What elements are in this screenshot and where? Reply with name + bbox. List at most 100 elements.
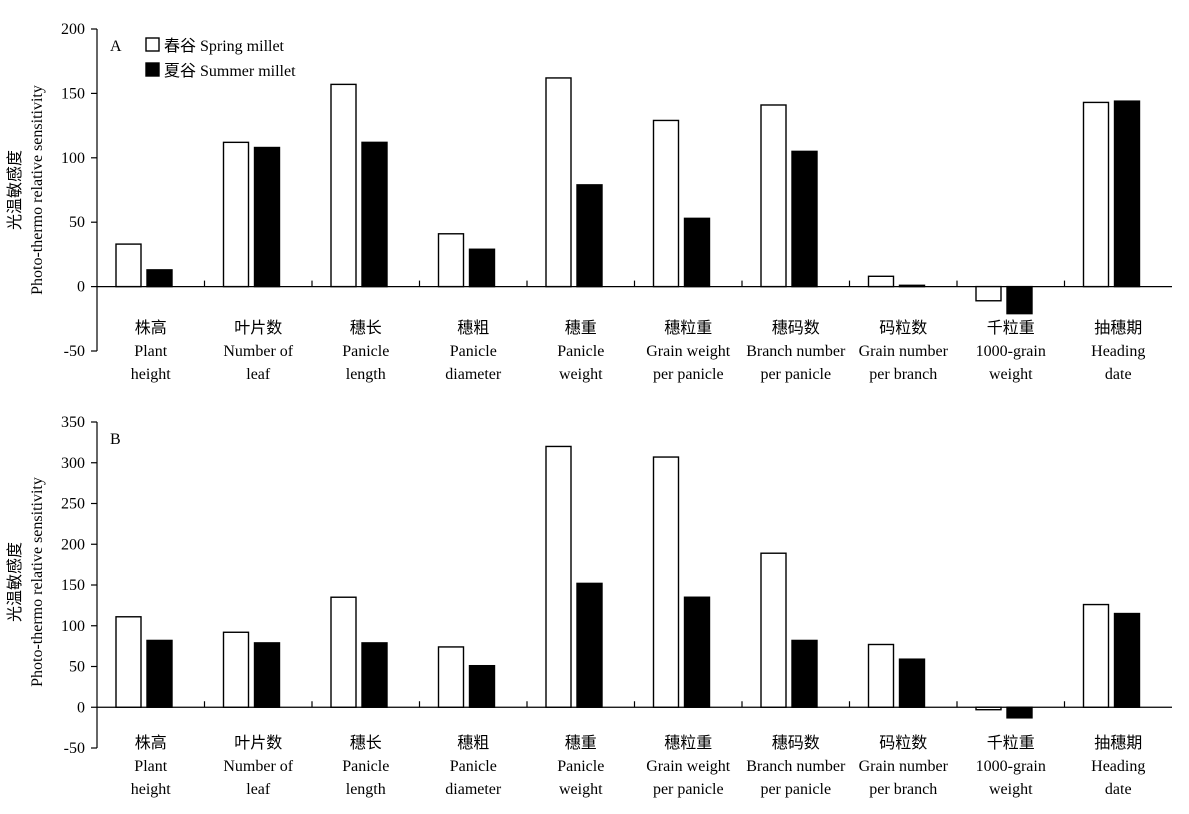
category-label-en: per branch (869, 366, 937, 383)
category-label-en: leaf (246, 781, 271, 798)
category-label-en: per panicle (760, 781, 831, 798)
category-label-zh: 穗码数 (772, 319, 820, 337)
bar-spring-millet (115, 243, 142, 288)
category-label-zh: 穗长 (350, 734, 382, 752)
bar-spring-millet (975, 285, 1002, 302)
category-label-en: diameter (445, 366, 502, 383)
y-tick-label: 0 (77, 279, 85, 296)
category-label-en: Panicle (557, 758, 604, 775)
bar-summer-millet (1006, 706, 1033, 719)
bar-summer-millet (576, 184, 603, 288)
bar-summer-millet (1113, 612, 1141, 708)
category-label-zh: 穗粒重 (664, 734, 712, 752)
category-label-zh: 株高 (135, 734, 167, 752)
category-label-zh: 码粒数 (879, 319, 927, 337)
category-label-zh: 穗长 (350, 319, 382, 337)
legend-label: 春谷 Spring millet (164, 37, 285, 55)
bar-spring-millet (437, 233, 465, 288)
category-label-en: weight (559, 781, 603, 798)
bar-summer-millet (791, 639, 818, 708)
legend-swatch (145, 37, 160, 52)
category-label-en: Plant (134, 343, 167, 360)
legend: 春谷 Spring millet 夏谷 Summer millet (145, 37, 296, 80)
y-tick-label: -50 (64, 343, 85, 360)
bar-spring-millet (867, 643, 895, 708)
category-label-zh: 穗重 (565, 319, 597, 337)
y-tick-label: -50 (64, 740, 85, 757)
category-label-en: Grain weight (646, 343, 731, 360)
y-tick-label: 200 (61, 536, 85, 553)
y-axis-label-en: Photo-thermo relative sensitivity (29, 477, 46, 687)
category-label-en: length (346, 781, 386, 798)
y-tick-label: 0 (77, 699, 85, 716)
panel-a: -50 0 50 100 150 200 株高 Plant height 叶片数 Number of… (6, 21, 1172, 383)
category-label-zh: 码粒数 (879, 734, 927, 752)
bar-spring-millet (545, 77, 572, 288)
category-label-en: 1000-grain (976, 343, 1046, 360)
panel-b: -50 0 50 100 150 200 250 300 350 株高 Plant height 叶片数… (6, 414, 1172, 798)
bar-summer-millet (1113, 100, 1141, 288)
category-label-en: date (1105, 366, 1132, 383)
legend-swatch (145, 62, 160, 77)
bar-spring-millet (1082, 603, 1110, 708)
y-tick-label: 250 (61, 496, 85, 513)
bar-summer-millet (791, 150, 818, 288)
category-label-zh: 穗粒重 (664, 319, 712, 337)
category-label-en: length (346, 366, 386, 383)
bar-summer-millet (361, 642, 388, 708)
category-label-en: height (131, 781, 172, 798)
y-tick-label: 200 (61, 21, 85, 38)
bar-summer-millet (683, 596, 711, 708)
bar-spring-millet (545, 445, 572, 708)
category-label-en: Branch number (746, 758, 846, 775)
bar-spring-millet (760, 552, 787, 708)
category-label-en: Plant (134, 758, 167, 775)
bar-spring-millet (867, 275, 895, 288)
category-label-en: per panicle (653, 781, 724, 798)
category-label-en: weight (989, 366, 1033, 383)
bar-spring-millet (222, 141, 250, 288)
y-tick-label: 350 (61, 414, 85, 431)
category-label-zh: 叶片数 (234, 734, 282, 752)
y-axis-label-zh: 光温敏感度 (6, 150, 24, 230)
panel-label: B (110, 431, 121, 448)
bar-spring-millet (652, 456, 680, 708)
bar-spring-millet (1082, 101, 1110, 288)
category-label-en: weight (989, 781, 1033, 798)
category-label-en: per branch (869, 781, 937, 798)
bar-summer-millet (146, 269, 173, 288)
bar-spring-millet (437, 646, 465, 708)
category-label-en: 1000-grain (976, 758, 1046, 775)
category-label-zh: 穗码数 (772, 734, 820, 752)
bar-spring-millet (760, 104, 787, 288)
category-label-zh: 穗重 (565, 734, 597, 752)
category-label-zh: 穗粗 (457, 319, 489, 337)
category-label-en: Panicle (342, 343, 389, 360)
category-label-en: Panicle (450, 758, 497, 775)
y-axis-label-en: Photo-thermo relative sensitivity (29, 85, 46, 295)
bar-summer-millet (468, 664, 496, 708)
bar-spring-millet (222, 631, 250, 708)
category-label-en: Panicle (557, 343, 604, 360)
bar-summer-millet (898, 658, 926, 708)
category-label-en: leaf (246, 366, 271, 383)
bar-summer-millet (683, 217, 711, 288)
bar-spring-millet (652, 119, 680, 288)
category-label-en: Panicle (342, 758, 389, 775)
category-label-zh: 千粒重 (987, 319, 1035, 337)
bar-spring-millet (330, 83, 357, 288)
category-label-en: Panicle (450, 343, 497, 360)
y-tick-label: 100 (61, 150, 85, 167)
bar-spring-millet (115, 616, 142, 708)
category-label-en: weight (559, 366, 603, 383)
category-label-en: Heading (1091, 343, 1145, 360)
bar-spring-millet (330, 596, 357, 708)
legend-label: 夏谷 Summer millet (164, 62, 296, 80)
bar-summer-millet (146, 639, 173, 708)
y-axis-label-zh: 光温敏感度 (6, 542, 24, 622)
category-label-en: Number of (223, 758, 293, 775)
y-tick-label: 50 (69, 214, 85, 231)
y-tick-label: 300 (61, 455, 85, 472)
category-label-zh: 叶片数 (234, 319, 282, 337)
bar-summer-millet (468, 248, 496, 288)
